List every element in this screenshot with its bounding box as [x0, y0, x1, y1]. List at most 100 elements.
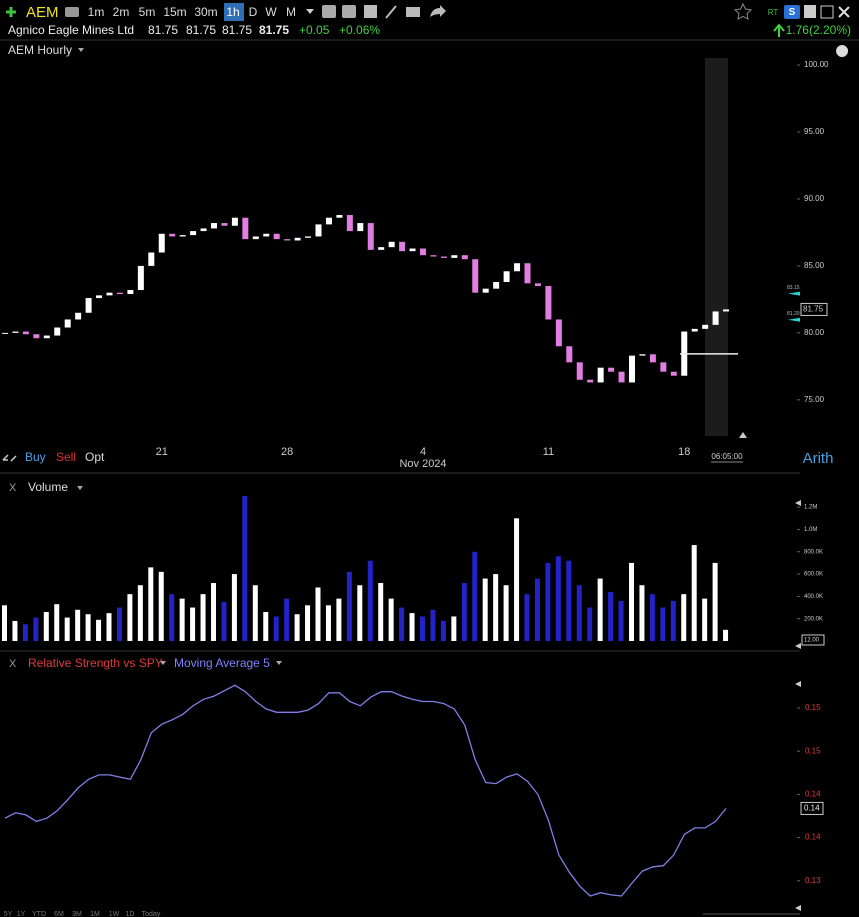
settings-icon[interactable]	[836, 45, 849, 57]
save-icon[interactable]	[804, 5, 816, 18]
interval-button[interactable]: 2m	[113, 5, 130, 19]
draw-icon[interactable]	[385, 5, 397, 19]
y-tick-label: 0.15	[805, 746, 821, 755]
volume-bar	[33, 617, 39, 641]
candle	[158, 233, 165, 253]
tool-icon[interactable]	[406, 7, 420, 17]
volume-bar	[137, 585, 143, 641]
volume-bar	[712, 562, 718, 641]
volume-bar	[231, 574, 237, 641]
share-icon[interactable]	[430, 5, 446, 17]
tool-icon[interactable]	[364, 5, 377, 18]
trade-button[interactable]: Buy	[25, 450, 46, 464]
candle	[357, 223, 364, 232]
candle	[148, 252, 155, 266]
title-menu[interactable]	[78, 48, 84, 52]
price-tag: 81.75	[803, 305, 824, 314]
s-icon[interactable]	[784, 5, 800, 19]
candle	[96, 295, 103, 299]
volume-bar	[723, 629, 729, 641]
volume-menu[interactable]	[77, 486, 83, 490]
candle	[597, 367, 604, 383]
interval-button[interactable]: M	[286, 5, 296, 19]
candle	[440, 256, 447, 258]
window-icon[interactable]	[820, 5, 834, 19]
scale-arrow	[795, 681, 801, 687]
scroll-marker	[739, 432, 747, 438]
volume-bar	[367, 560, 373, 641]
trade-icon[interactable]	[2, 454, 17, 462]
candle	[639, 354, 646, 356]
rs-menu[interactable]	[160, 661, 166, 665]
volume-bar	[284, 598, 290, 641]
interval-button[interactable]: 30m	[194, 5, 217, 19]
interval-button[interactable]: 1m	[88, 5, 105, 19]
candle	[43, 335, 50, 339]
range-button[interactable]: 3M	[72, 911, 82, 917]
volume-bar	[649, 594, 655, 641]
range-button[interactable]: 1D	[126, 911, 135, 917]
candle	[169, 233, 176, 237]
candle	[22, 331, 29, 335]
interval-button[interactable]: 5m	[139, 5, 156, 19]
rs-line	[4, 684, 727, 897]
volume-bar	[670, 600, 676, 641]
candle	[702, 324, 709, 329]
price-tag-box	[800, 302, 828, 316]
volume-bar	[618, 600, 624, 641]
volume-bar	[681, 594, 687, 641]
candle	[367, 223, 374, 250]
volume-bar	[325, 605, 331, 641]
camera-icon[interactable]	[65, 7, 79, 17]
range-button[interactable]: 5Y	[4, 911, 13, 917]
tool-icon[interactable]	[342, 5, 356, 18]
candle	[399, 241, 406, 252]
readout-box	[801, 634, 825, 646]
interval-menu[interactable]	[306, 9, 314, 14]
ma-menu[interactable]	[276, 661, 282, 665]
range-button[interactable]: Today	[142, 911, 161, 917]
panel-close[interactable]: X	[9, 482, 17, 494]
range-button[interactable]: 1Y	[17, 911, 26, 917]
day-change: 1.76(2.20%)	[786, 23, 851, 37]
candle	[54, 327, 61, 336]
up-arrow	[773, 23, 785, 37]
x-tick-label: 11	[543, 446, 554, 458]
candle	[545, 286, 552, 320]
volume-bar	[305, 605, 311, 641]
candle	[221, 223, 228, 226]
volume-bar	[451, 616, 457, 641]
interval-button[interactable]: 1h	[226, 5, 239, 19]
range-button[interactable]: 1M	[90, 911, 100, 917]
x-tick-label: 4	[420, 446, 426, 458]
panel-close[interactable]: X	[9, 658, 17, 670]
volume-bar	[346, 571, 352, 641]
marker-flag	[788, 317, 800, 322]
candle	[315, 224, 322, 237]
candle	[273, 233, 280, 240]
range-button[interactable]: 1W	[109, 911, 120, 917]
close-icon[interactable]	[838, 6, 850, 18]
symbol[interactable]: AEM	[26, 4, 59, 21]
candle	[325, 217, 332, 225]
candle	[85, 298, 92, 313]
volume-bar	[378, 583, 384, 641]
y-tick-label: 85.00	[804, 261, 825, 270]
add-icon[interactable]	[6, 7, 16, 17]
interval-button[interactable]: D	[249, 5, 258, 19]
volume-bar	[566, 560, 572, 641]
scale-mode[interactable]: Arith	[803, 450, 834, 467]
y-tick-label: 0.15	[805, 703, 821, 712]
interval-button[interactable]: 15m	[163, 5, 186, 19]
interval-button[interactable]: W	[265, 5, 277, 19]
tool-icon[interactable]	[322, 5, 336, 18]
panel-title[interactable]: AEM Hourly	[8, 43, 72, 57]
volume-bar	[420, 616, 425, 641]
candle	[534, 283, 541, 286]
trade-button[interactable]: Opt	[85, 450, 105, 464]
trade-button[interactable]: Sell	[56, 450, 76, 464]
range-button[interactable]: 6M	[54, 911, 64, 917]
volume-bar	[116, 607, 122, 641]
range-button[interactable]: YTD	[32, 911, 46, 917]
star-icon[interactable]	[733, 2, 753, 20]
